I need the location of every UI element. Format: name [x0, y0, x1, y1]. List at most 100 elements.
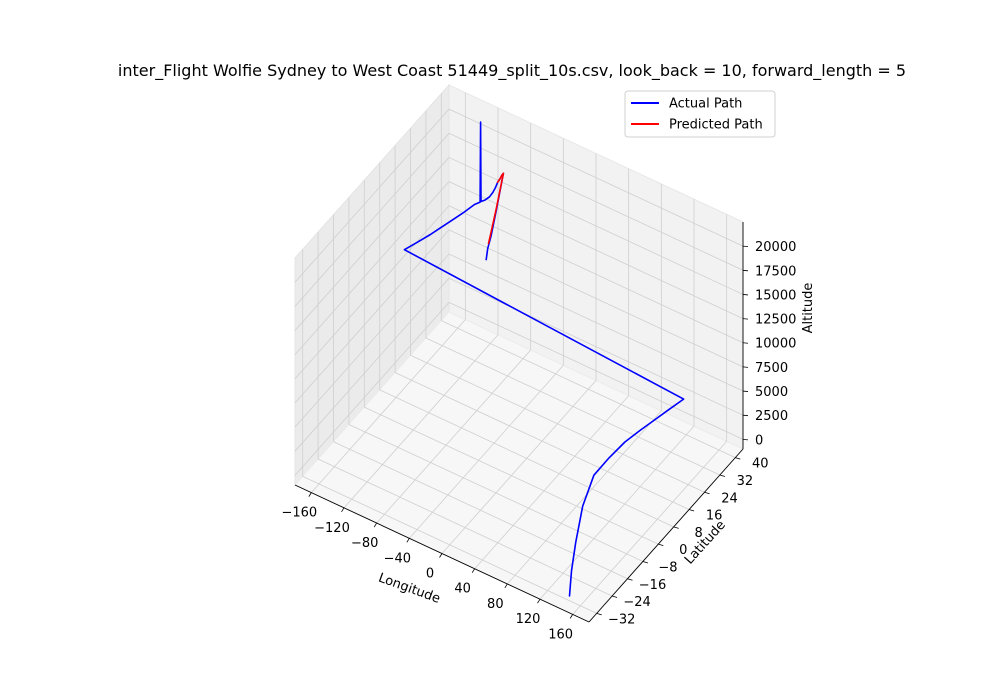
grid-line — [441, 380, 597, 554]
tick-labels: −160−120−80−4004080120160−32−24−16−80816… — [281, 240, 796, 642]
y-tick — [642, 561, 649, 564]
x-tick — [537, 598, 541, 604]
grid-line — [294, 253, 450, 428]
z-tick — [742, 318, 749, 320]
z-tick — [742, 342, 749, 344]
y-tick — [596, 612, 602, 616]
y-axis-line — [588, 448, 744, 623]
y-tick-label: −8 — [658, 560, 677, 575]
z-tick — [742, 245, 749, 248]
legend: Actual Path Predicted Path — [624, 90, 776, 138]
grid-line — [441, 320, 736, 459]
grid-lines — [294, 92, 744, 615]
grid-line — [507, 410, 662, 585]
y-tick-label: 0 — [679, 543, 687, 558]
x-tick — [471, 568, 476, 573]
x-tick — [308, 492, 312, 497]
y-tick-label: 8 — [695, 526, 703, 541]
predicted-path-line — [487, 172, 505, 245]
series-lines — [403, 121, 685, 597]
grid-line — [448, 301, 744, 440]
x-tick — [504, 583, 508, 589]
y-tick — [735, 457, 741, 460]
legend-box — [624, 90, 776, 138]
x-tick-label: −80 — [351, 536, 378, 551]
x-tick-label: 0 — [426, 567, 434, 582]
grid-line — [539, 425, 695, 600]
y-tick-label: −32 — [608, 612, 635, 627]
y-tick — [658, 543, 664, 547]
grid-line — [333, 441, 628, 580]
grid-line — [379, 389, 674, 528]
x-tick-label: −40 — [384, 551, 411, 566]
z-tick-label: 7500 — [755, 361, 788, 376]
z-axis-label: Altitude — [801, 283, 816, 334]
z-tick-label: 15000 — [755, 288, 796, 303]
grid-line — [294, 205, 450, 380]
x-tick-label: 80 — [487, 597, 504, 612]
grid-line — [294, 157, 450, 331]
grid-line — [425, 337, 721, 476]
x-tick-label: −120 — [314, 521, 350, 536]
z-tick-label: 20000 — [755, 240, 796, 255]
grid-line — [364, 406, 659, 545]
grid-line — [448, 157, 744, 295]
x-tick-label: 120 — [516, 612, 541, 627]
z-tick-label: 12500 — [755, 313, 796, 328]
y-tick — [611, 595, 618, 598]
grid-line — [474, 395, 629, 569]
x-tick — [569, 614, 574, 619]
grid-line — [302, 475, 597, 614]
z-tick — [742, 438, 749, 441]
z-tick — [742, 390, 749, 392]
grid-line — [294, 302, 450, 476]
z-tick — [742, 366, 749, 368]
grid-line — [317, 458, 613, 597]
grid-line — [376, 349, 531, 524]
x-tick-label: −160 — [281, 506, 317, 521]
grid-line — [294, 181, 450, 355]
y-tick-label: 24 — [721, 491, 738, 506]
grid-line — [448, 132, 744, 271]
x-tick-label: 40 — [454, 582, 471, 597]
legend-label-predicted: Predicted Path — [669, 118, 763, 133]
z-tick-label: 10000 — [755, 337, 796, 352]
x-tick — [373, 522, 378, 528]
z-tick-label: 2500 — [755, 409, 788, 424]
x-tick-label: 160 — [548, 627, 573, 642]
grid-line — [294, 108, 450, 283]
grid-line — [448, 108, 744, 247]
z-tick-label: 5000 — [755, 385, 788, 400]
grid-line — [294, 277, 450, 452]
y-tick-label: −24 — [623, 595, 650, 610]
chart-title: inter_Flight Wolfie Sydney to West Coast… — [118, 61, 906, 81]
y-tick — [704, 491, 710, 495]
grid-line — [410, 354, 705, 493]
z-tick-label: 17500 — [755, 264, 796, 279]
x-tick — [439, 553, 443, 558]
grid-line — [448, 277, 744, 416]
grid-line — [409, 365, 564, 539]
grid-line — [343, 334, 499, 509]
z-tick — [742, 269, 749, 272]
x-tick — [406, 538, 410, 543]
y-tick — [719, 474, 726, 477]
grid-line — [572, 441, 727, 615]
y-tick — [688, 509, 695, 512]
grid-line — [448, 205, 744, 344]
z-tick-label: 0 — [755, 433, 763, 448]
y-axis-label: Latitude — [682, 518, 729, 568]
grid-line — [448, 253, 744, 392]
y-tick-label: 16 — [706, 509, 723, 524]
grid-line — [294, 133, 450, 307]
grid-line — [294, 229, 450, 404]
grid-line — [311, 319, 466, 493]
z-tick — [742, 414, 749, 417]
y-tick-label: 32 — [737, 474, 754, 489]
y-tick-label: −16 — [639, 578, 666, 593]
y-tick-label: 40 — [752, 457, 769, 472]
grid-line — [348, 424, 644, 562]
y-tick — [673, 526, 679, 529]
z-tick — [742, 294, 749, 296]
